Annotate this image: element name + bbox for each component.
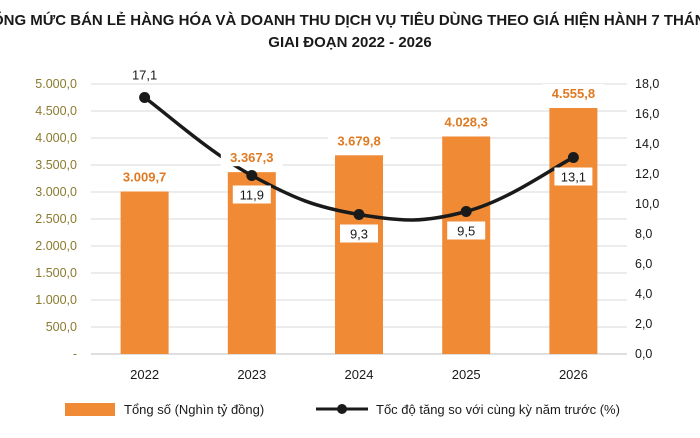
line-label-bg-2026	[554, 167, 593, 186]
x-tick-label-2026: 2026	[559, 367, 588, 382]
line-label-2025: 9,5	[457, 224, 475, 239]
left-tick-label-9: 4.500,0	[35, 104, 77, 118]
bar-label-bg-2025	[435, 112, 498, 131]
chart-title-line-2: GIAI ĐOẠN 2022 - 2026	[268, 34, 431, 51]
line-label-bg-2023	[232, 185, 271, 204]
right-tick-label-6: 12,0	[635, 167, 659, 181]
left-tick-label-2: 1.000,0	[35, 293, 77, 307]
chart-title: TỔNG MỨC BÁN LẺ HÀNG HÓA VÀ DOANH THU DỊ…	[0, 11, 700, 51]
left-tick-label-5: 2.500,0	[35, 212, 77, 226]
bar-label-bg-2022	[113, 167, 176, 186]
right-tick-label-2: 4,0	[635, 287, 652, 301]
left-tick-label-10: 5.000,0	[35, 77, 77, 91]
bar-label-bg-2024	[328, 131, 390, 150]
bar-label-bg-2023	[220, 148, 283, 167]
line-point-2022	[139, 92, 151, 103]
bar-2022	[120, 191, 169, 354]
bar-label-2025: 4.028,3	[445, 114, 488, 129]
x-tick-label-2023: 2023	[237, 367, 266, 382]
left-axis: - 500,0 1.000,0 1.500,0 2.000,0 2.500,0 3.000,…	[35, 77, 77, 361]
bar-series	[120, 107, 598, 354]
bar-2024	[335, 155, 383, 354]
bar-label-2023: 3.367,3	[230, 150, 273, 165]
bar-label-2024: 3.679,8	[337, 133, 380, 148]
line-point-2025	[460, 206, 472, 217]
legend-line-label: Tốc độ tăng so với cùng kỳ năm trước (%)	[376, 402, 620, 417]
x-tick-label-2024: 2024	[345, 367, 374, 382]
line-point-2024	[353, 209, 365, 220]
bar-2026	[549, 107, 598, 354]
left-tick-label-4: 2.000,0	[35, 239, 77, 253]
line-label-bg-2025	[447, 221, 486, 240]
legend-line-marker	[337, 404, 347, 414]
chart-title-line-1: TỔNG MỨC BÁN LẺ HÀNG HÓA VÀ DOANH THU DỊ…	[0, 11, 700, 29]
line-label-2024: 9,3	[350, 227, 368, 242]
bar-label-bg-2026	[542, 83, 605, 102]
x-tick-label-2025: 2025	[452, 367, 481, 382]
bar-label-2022: 3.009,7	[123, 169, 166, 184]
line-label-bg-2024	[340, 224, 378, 243]
x-axis: 2022 2023 2024 2025 2026	[130, 367, 588, 382]
left-tick-label-3: 1.500,0	[35, 266, 77, 280]
right-axis: 0,0 2,0 4,0 6,0 8,0 10,0 12,0 14,0 16,0 18,0	[635, 77, 659, 361]
x-tick-label-2022: 2022	[130, 367, 159, 382]
bar-label-2026: 4.555,8	[552, 86, 595, 101]
left-tick-label-0: -	[73, 347, 77, 361]
line-data-labels: 17,1 11,9 9,3 9,5 13,1	[132, 68, 593, 243]
line-label-2022: 17,1	[132, 68, 157, 83]
line-label-2026: 13,1	[561, 170, 586, 185]
legend-bar-swatch	[65, 403, 115, 416]
left-tick-label-6: 3.000,0	[35, 185, 77, 199]
left-tick-label-7: 3.500,0	[35, 158, 77, 172]
left-tick-label-8: 4.000,0	[35, 131, 77, 145]
left-tick-label-1: 500,0	[46, 320, 77, 334]
line-point-2026	[567, 152, 579, 163]
line-series	[139, 92, 579, 222]
right-tick-label-4: 8,0	[635, 227, 652, 241]
right-tick-label-5: 10,0	[635, 197, 659, 211]
right-tick-label-8: 16,0	[635, 107, 659, 121]
line-point-2023	[246, 170, 258, 181]
bar-data-labels: 3.009,7 3.367,3 3.679,8 4.028,3 4.555,8	[113, 83, 605, 186]
right-tick-label-7: 14,0	[635, 137, 659, 151]
right-tick-label-9: 18,0	[635, 77, 659, 91]
line-label-2023: 11,9	[240, 188, 264, 203]
legend-bar-label: Tổng số (Nghìn tỷ đồng)	[124, 402, 264, 417]
right-tick-label-3: 6,0	[635, 257, 652, 271]
legend: Tổng số (Nghìn tỷ đồng) Tốc độ tăng so v…	[65, 402, 620, 417]
bar-2025	[442, 136, 491, 354]
right-tick-label-0: 0,0	[635, 347, 652, 361]
right-tick-label-1: 2,0	[635, 317, 652, 331]
